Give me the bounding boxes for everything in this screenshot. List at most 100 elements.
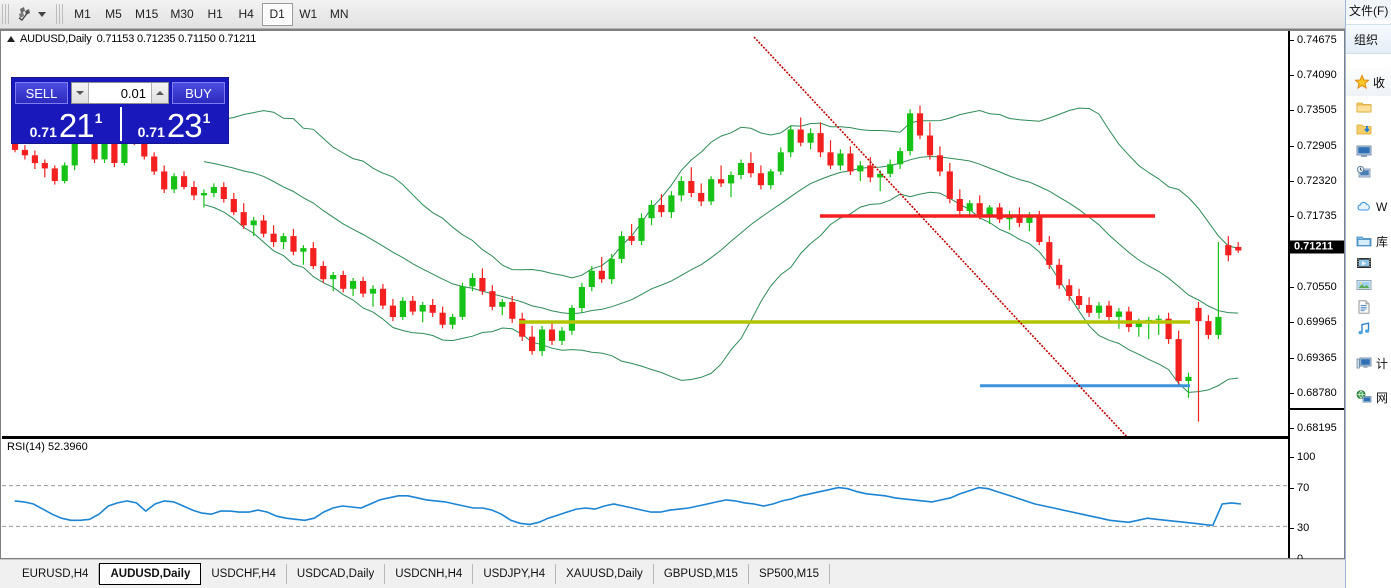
explorer-item-pictures[interactable] (1346, 274, 1391, 296)
candle (916, 105, 924, 140)
candle (41, 159, 48, 178)
sell-price-prefix: 0.71 (29, 124, 57, 140)
buy-button[interactable]: BUY (172, 82, 225, 104)
pictures-icon (1356, 280, 1372, 290)
timeframe-h1[interactable]: H1 (207, 7, 223, 21)
candle (1086, 297, 1093, 317)
candle (1165, 312, 1172, 344)
sell-button[interactable]: SELL (15, 82, 68, 104)
onedrive-label: W (1376, 200, 1388, 214)
chart-header: AUDUSD,Daily 0.71153 0.71235 0.71150 0.7… (1, 31, 1344, 46)
chart-tab-eurusd-h4[interactable]: EURUSD,H4 (12, 564, 100, 584)
price-scale-axis[interactable]: 0.74675 0.74090 0.73505 0.72905 0.72320 0.717… (1288, 31, 1344, 565)
chart-tab-usdjpy-h4[interactable]: USDJPY,H4 (473, 564, 557, 584)
explorer-item-music[interactable] (1346, 318, 1391, 340)
explorer-item-libraries[interactable]: 库 (1346, 230, 1391, 252)
chart-tab-audusd-daily[interactable]: AUDUSD,Daily (99, 563, 202, 585)
candle (628, 224, 635, 246)
recent-places-icon (1356, 165, 1371, 178)
candle (568, 305, 575, 335)
timeframe-d1[interactable]: D1 (261, 2, 293, 26)
collapse-triangle-icon[interactable] (7, 35, 15, 42)
buy-price-main: 23 (166, 107, 203, 144)
candle (21, 145, 28, 160)
folder-icon (1356, 102, 1372, 113)
candle (300, 245, 307, 265)
sell-price-display[interactable]: 0.71 21 1 (12, 109, 120, 143)
timeframe-buttons: M1 M5 M15 M30 H1 H4 D1 W1 MN (67, 2, 355, 27)
candle (31, 150, 38, 169)
chart-tab-usdchf-h4[interactable]: USDCHF,H4 (201, 564, 287, 584)
explorer-item-downloads-folder[interactable] (1346, 96, 1391, 118)
timeframe-m5[interactable]: M5 (105, 7, 122, 21)
candle (1205, 315, 1212, 340)
volume-input[interactable]: 0.01 (120, 85, 146, 101)
chart-tabs-bar: EURUSD,H4 AUDUSD,Daily USDCHF,H4 USDCAD,Dai… (0, 559, 1345, 588)
sell-price-main: 21 (58, 107, 95, 144)
candle (578, 282, 585, 313)
chart-tab-xauusd-daily[interactable]: XAUUSD,Daily (556, 564, 654, 584)
buy-price-display[interactable]: 0.71 23 1 (120, 109, 228, 143)
candle (867, 157, 874, 183)
timeframe-mn[interactable]: MN (329, 7, 349, 21)
chart-type-button[interactable] (12, 3, 50, 26)
candle (389, 299, 396, 322)
favorites-label: 收 (1373, 75, 1386, 90)
chart-tab-usdcnh-h4[interactable]: USDCNH,H4 (385, 564, 474, 584)
candle (449, 313, 456, 329)
candle (598, 257, 605, 283)
chart-tab-usdcad-daily[interactable]: USDCAD,Daily (287, 564, 386, 584)
rsi-indicator-pane[interactable] (2, 439, 1289, 570)
price-chart-pane[interactable] (2, 33, 1289, 436)
candle (429, 299, 436, 317)
explorer-item-desktop[interactable] (1346, 140, 1391, 162)
candle (529, 325, 536, 355)
volume-decrease-button[interactable] (72, 83, 89, 103)
explorer-item-documents[interactable] (1346, 296, 1391, 318)
explorer-item-computer[interactable]: 计 (1346, 352, 1391, 374)
explorer-item-network[interactable]: 网 (1346, 386, 1391, 408)
explorer-menu-file[interactable]: 文件(F) (1346, 0, 1391, 20)
timeframe-m15[interactable]: M15 (135, 7, 159, 21)
timeframe-h4[interactable]: H4 (238, 7, 254, 21)
toolbar-grip[interactable] (2, 4, 9, 24)
candle (439, 306, 446, 329)
candle (161, 165, 168, 193)
trade-panel-controls: SELL 0.01 BUY (12, 78, 228, 105)
explorer-item-recent-places[interactable] (1346, 162, 1391, 184)
one-click-trading-panel: SELL 0.01 BUY 0.71 21 1 (11, 77, 229, 144)
explorer-favorites-header[interactable]: 收 (1346, 68, 1391, 96)
timeframe-m30[interactable]: M30 (170, 7, 194, 21)
price-tick-label: 0.70550 (1290, 281, 1344, 293)
rsi-chart-svg (2, 485, 1289, 527)
timeframe-m1[interactable]: M1 (74, 7, 91, 21)
volume-increase-button[interactable] (151, 83, 168, 103)
rsi-scale-label-70: 70 (1290, 482, 1344, 494)
pane-separator[interactable] (2, 436, 1289, 439)
documents-icon (1358, 300, 1370, 314)
explorer-item-download[interactable] (1346, 118, 1391, 140)
candle (220, 182, 227, 203)
candle (827, 140, 834, 169)
explorer-item-videos[interactable] (1346, 252, 1391, 274)
candle (787, 125, 794, 158)
chart-tab-gbpusd-m15[interactable]: GBPUSD,M15 (654, 564, 749, 584)
candle (807, 128, 814, 150)
explorer-organize-button[interactable]: 组织 (1346, 24, 1391, 54)
candle (260, 215, 267, 238)
libraries-label: 库 (1376, 234, 1389, 249)
chart-type-icon (18, 7, 30, 21)
timeframe-grip[interactable] (56, 4, 63, 24)
explorer-item-onedrive[interactable]: W (1346, 196, 1391, 218)
candle (1225, 236, 1232, 262)
music-icon (1358, 322, 1370, 335)
price-tick-label: 0.73505 (1290, 104, 1344, 116)
onedrive-cloud-icon (1357, 201, 1370, 211)
current-price-label: 0.71211 (1290, 240, 1344, 254)
volume-stepper[interactable]: 0.01 (71, 82, 169, 104)
timeframe-w1[interactable]: W1 (299, 7, 318, 21)
candle (1215, 242, 1222, 340)
chart-tab-sp500-m15[interactable]: SP500,M15 (749, 564, 831, 584)
candle (926, 122, 934, 160)
candle (230, 193, 237, 216)
